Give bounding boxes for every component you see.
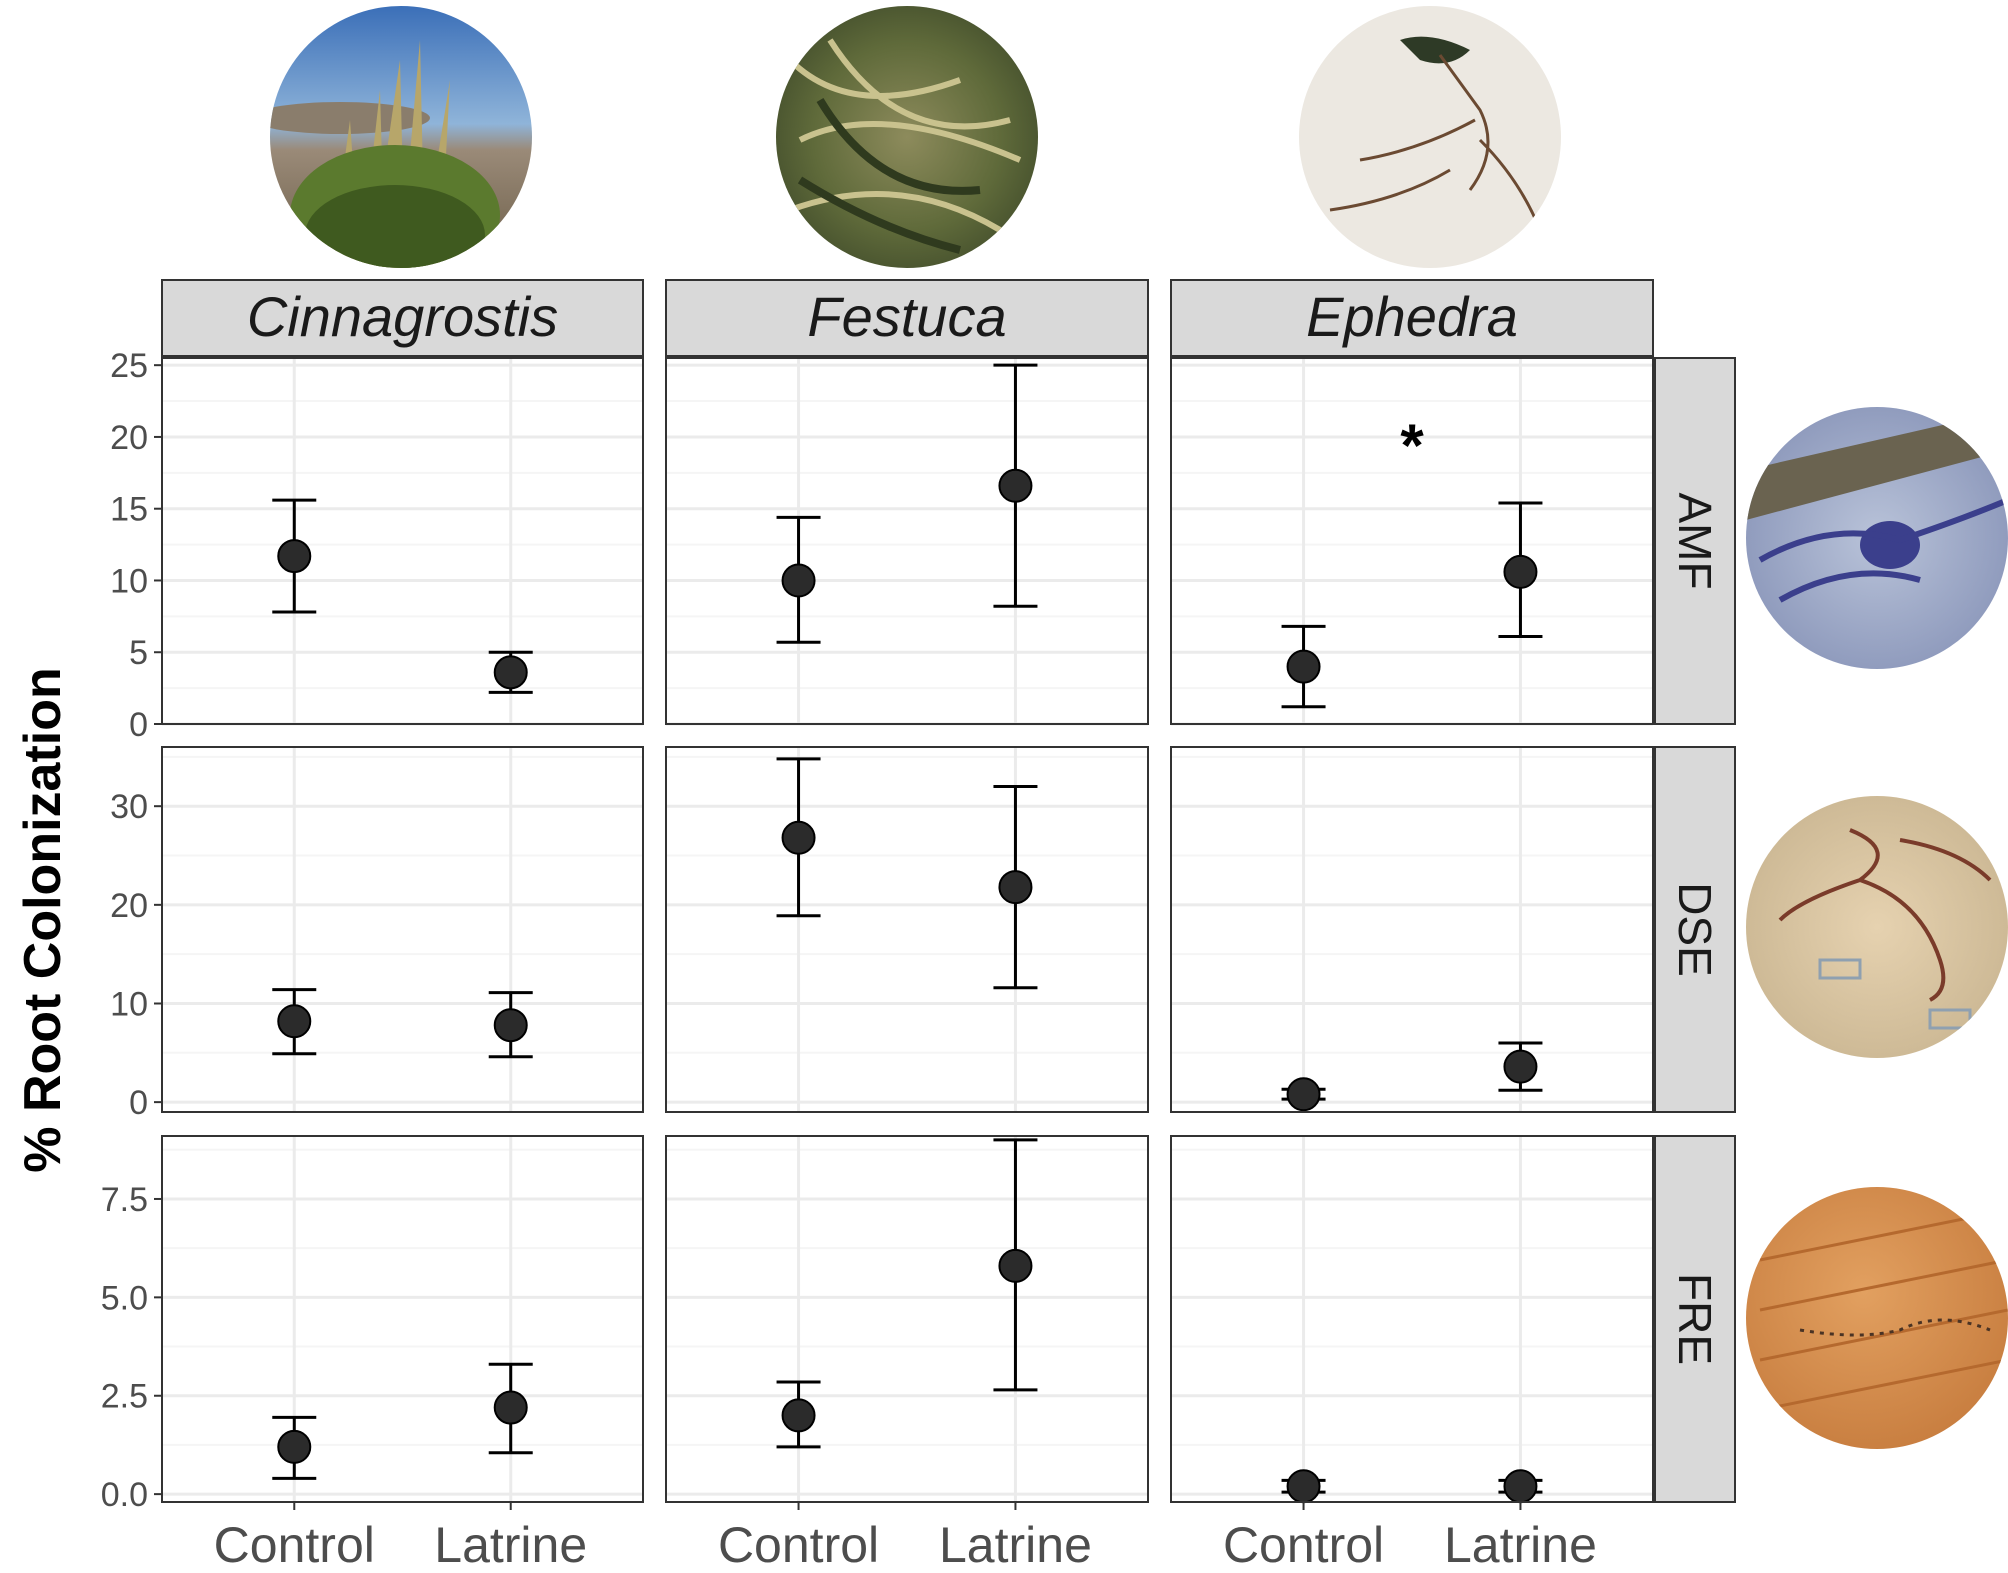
strip-label-amf: AMF <box>1669 492 1721 589</box>
point-latrine <box>998 1248 1033 1283</box>
y-axis-title: % Root Colonization <box>14 667 72 1172</box>
panel-background <box>162 747 643 1112</box>
amf-micrograph <box>1746 407 2008 669</box>
ephedra-photo <box>1299 6 1561 268</box>
y-tick-label: 0.0 <box>101 1476 148 1514</box>
point-control <box>1286 649 1321 684</box>
panel-border <box>665 1135 1149 1503</box>
cinnagrostis-photo <box>270 6 532 268</box>
y-tick-label: 10 <box>110 985 148 1023</box>
panel-border <box>1170 746 1654 1113</box>
panel-background <box>1171 1136 1653 1502</box>
y-tick-label: 20 <box>110 887 148 925</box>
panel-border <box>161 1135 644 1503</box>
x-tick-label: Control <box>214 1517 375 1573</box>
strip-label-dse: DSE <box>1669 882 1721 977</box>
point-latrine <box>998 468 1033 503</box>
panel-border <box>161 746 644 1113</box>
strip-label-cinnagrostis: Cinnagrostis <box>247 285 558 348</box>
facet-grid: 0 5 10 15 20 25 * 0 10 20 30 0.0 2.5 5.0 7.5 <box>101 347 1654 1514</box>
row-strips: AMF DSE FRE <box>1654 357 1736 1503</box>
x-tick-label: Latrine <box>939 1517 1092 1573</box>
strip-cinnagrostis <box>161 279 644 357</box>
point-control <box>781 1398 816 1433</box>
strip-label-fre: FRE <box>1669 1273 1721 1365</box>
panel-border <box>665 357 1149 725</box>
panel-fre-cinnagrostis <box>161 1135 644 1503</box>
x-tick-label: Latrine <box>1444 1517 1597 1573</box>
point-latrine <box>493 1008 528 1043</box>
panel-background <box>1171 747 1653 1112</box>
x-tick-label: Control <box>718 1517 879 1573</box>
panel-border <box>665 746 1149 1113</box>
panel-background <box>666 747 1148 1112</box>
point-latrine <box>1503 554 1538 589</box>
point-control <box>1286 1469 1321 1504</box>
strip-dse <box>1654 746 1736 1113</box>
point-latrine <box>998 870 1033 905</box>
point-control <box>277 1004 312 1039</box>
significance-marker: * <box>1400 412 1424 479</box>
panel-fre-ephedra <box>1170 1135 1654 1504</box>
y-tick-label: 10 <box>110 562 148 600</box>
point-control <box>781 563 816 598</box>
y-tick-label: 20 <box>110 419 148 457</box>
strip-fre <box>1654 1135 1736 1503</box>
y-tick-label: 0 <box>129 706 148 744</box>
point-control <box>277 539 312 574</box>
point-latrine <box>1503 1469 1538 1504</box>
y-tick-label: 7.5 <box>101 1181 148 1219</box>
panel-background <box>162 1136 643 1502</box>
strip-ephedra <box>1170 279 1654 357</box>
fre-micrograph <box>1746 1187 2008 1449</box>
panel-border <box>1170 1135 1654 1503</box>
panel-background <box>1171 358 1653 724</box>
festuca-photo <box>776 6 1038 268</box>
panel-amf-cinnagrostis <box>161 357 644 726</box>
y-tick-label: 25 <box>110 347 148 385</box>
x-tick-label: Control <box>1223 1517 1384 1573</box>
strip-amf <box>1654 357 1736 725</box>
strip-festuca <box>665 279 1149 357</box>
panel-border <box>161 357 644 725</box>
point-control <box>1286 1077 1321 1112</box>
panel-dse-cinnagrostis <box>161 746 644 1113</box>
panel-border <box>1170 357 1654 725</box>
panel-dse-ephedra <box>1170 746 1654 1113</box>
y-tick-label: 0 <box>129 1084 148 1122</box>
panel-background <box>666 1136 1148 1502</box>
panel-background <box>666 358 1148 724</box>
y-tick-label: 15 <box>110 491 148 529</box>
y-tick-label: 30 <box>110 788 148 826</box>
point-control <box>781 820 816 855</box>
panel-amf-festuca <box>665 357 1149 726</box>
point-latrine <box>493 1390 528 1425</box>
y-tick-label: 5.0 <box>101 1279 148 1317</box>
point-latrine <box>493 655 528 690</box>
panel-fre-festuca <box>665 1135 1149 1503</box>
strip-label-ephedra: Ephedra <box>1306 285 1518 348</box>
x-tick-label: Latrine <box>434 1517 587 1573</box>
y-tick-label: 2.5 <box>101 1378 148 1416</box>
y-tick-label: 5 <box>129 634 148 672</box>
strip-label-festuca: Festuca <box>807 285 1006 348</box>
panel-background <box>162 358 643 724</box>
dse-micrograph <box>1746 796 2008 1058</box>
column-strips: Cinnagrostis Festuca Ephedra <box>161 279 1654 357</box>
x-axis-labels: Control Latrine Control Latrine Control Latri… <box>214 1502 1597 1573</box>
point-latrine <box>1503 1049 1538 1084</box>
panel-dse-festuca <box>665 746 1149 1113</box>
point-control <box>277 1429 312 1464</box>
panel-amf-ephedra: * <box>1170 357 1654 726</box>
